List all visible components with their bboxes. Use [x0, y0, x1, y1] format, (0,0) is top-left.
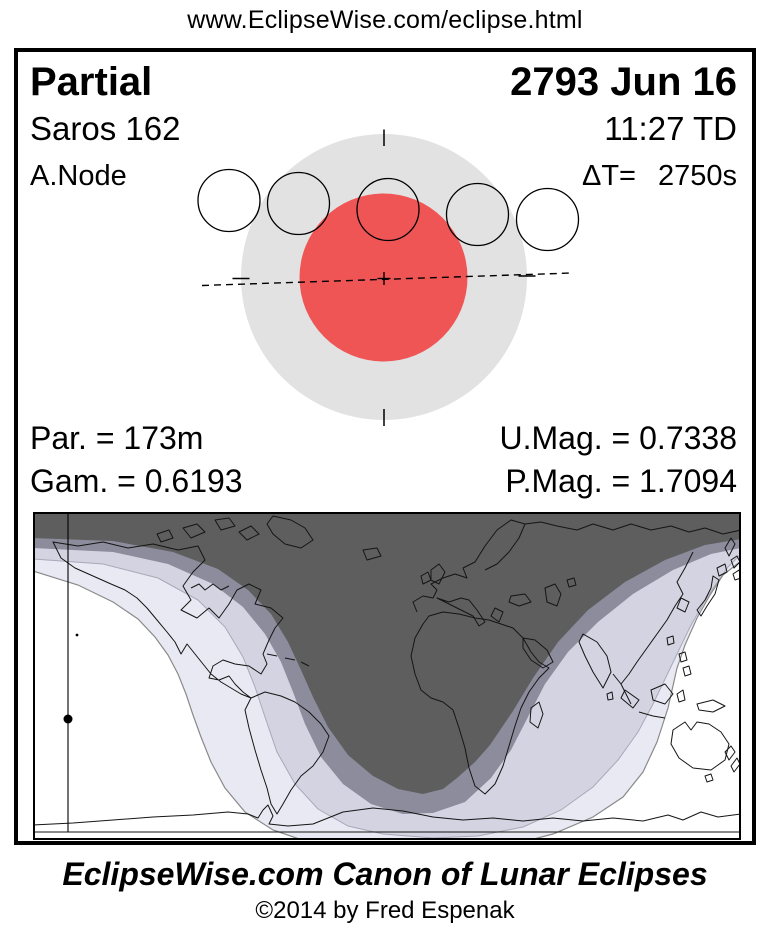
great-lakes [190, 583, 230, 591]
zone-all-eclipse-visible [35, 514, 739, 794]
eclipse-type-label: Partial [30, 60, 153, 104]
sub-moon-point-dot [63, 714, 73, 724]
eclipse-date-label: 2793 Jun 16 [510, 60, 737, 104]
node-label: A.Node [30, 160, 127, 192]
eclipse-geometry-diagram [197, 129, 580, 426]
ecliptic-dashed-line [201, 272, 573, 287]
penumbral-magnitude-label: P.Mag. = 1.7094 [505, 463, 737, 499]
stats-row-2: Gam. = 0.6193 P.Mag. = 1.7094 [18, 463, 752, 499]
umbral-magnitude-label: U.Mag. = 0.7338 [499, 420, 737, 456]
penumbral-limit-curve [35, 561, 739, 838]
saros-time-row: Saros 162 11:27 TD [18, 110, 752, 147]
coastlines [35, 515, 739, 833]
caribbean-islands [266, 653, 310, 667]
antarctica-coast [35, 804, 739, 833]
map-border [33, 512, 741, 840]
delta-t-label: ΔT= 2750s [581, 160, 737, 192]
kuril-islands [730, 555, 739, 581]
south-america-coast [244, 691, 330, 815]
partial-duration-label: Par. = 173m [30, 420, 204, 456]
moon-circle [515, 187, 580, 252]
eclipse-figure-frame: Partial 2793 Jun 16 Saros 162 11:27 TD A… [14, 48, 756, 845]
japan-coast [696, 537, 736, 617]
penumbra-edge-ticks [232, 129, 536, 426]
southeast-asia-islands [620, 635, 726, 719]
moon-circle [197, 168, 261, 233]
greatest-time-label: 11:27 TD [604, 110, 737, 147]
greenland-coast [266, 515, 314, 549]
caspian-aral-lakes [544, 577, 577, 607]
saros-label: Saros 162 [30, 110, 181, 147]
australia-coast [670, 721, 730, 783]
copyright-text: ©2014 by Fred Espenak [255, 897, 515, 924]
north-america-coast [52, 541, 284, 699]
east-asia-coast [612, 551, 694, 705]
africa-coast [410, 611, 550, 795]
source-url-text: www.EclipseWise.com/eclipse.html [187, 6, 583, 34]
europe-coast [412, 519, 558, 627]
gamma-label: Gam. = 0.6193 [30, 463, 243, 499]
shadow-center-cross [377, 272, 391, 285]
arctic-islands [156, 517, 260, 543]
delta-t-value: 2750s [657, 160, 737, 192]
visibility-world-map [33, 512, 741, 840]
moon-circle [445, 182, 510, 247]
new-zealand-coast [724, 745, 739, 773]
india-coast [578, 633, 614, 701]
stats-row-1: Par. = 173m U.Mag. = 0.7338 [18, 420, 752, 456]
hawaii-dot [75, 633, 79, 637]
moon-path-circles [197, 168, 580, 252]
node-deltat-row: A.Node ΔT= 2750s [18, 160, 752, 193]
madagascar-coast [529, 701, 544, 729]
title-row: Partial 2793 Jun 16 [18, 60, 752, 104]
asia-north-coast [556, 523, 739, 535]
moon-circle [356, 177, 420, 242]
arabia-coast [522, 637, 554, 669]
iceland-coast [362, 547, 382, 561]
moon-circle [266, 171, 331, 236]
canon-title-text: EclipseWise.com Canon of Lunar Eclipses [62, 856, 708, 892]
